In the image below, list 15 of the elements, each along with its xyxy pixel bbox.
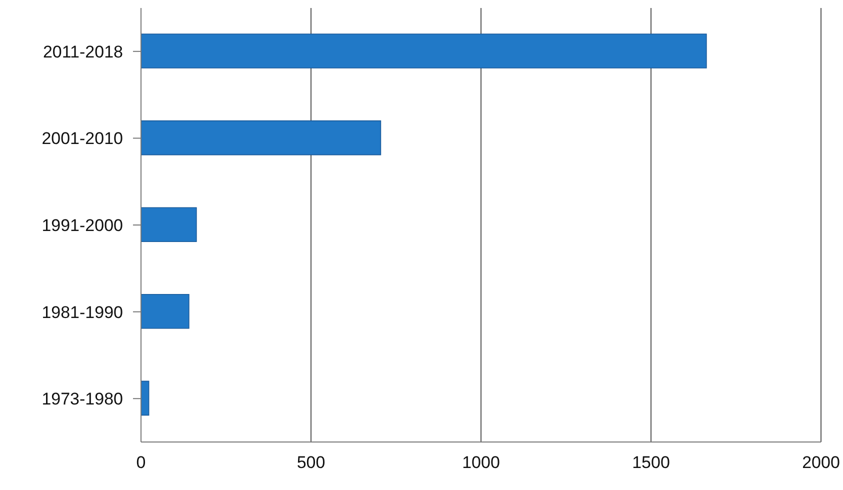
bar: [141, 34, 707, 68]
y-tick-label: 2011-2018: [42, 42, 123, 62]
y-tick-label: 1973-1980: [42, 390, 123, 409]
x-tick-label: 0: [136, 453, 146, 472]
x-tick-label: 500: [296, 453, 326, 472]
bar: [141, 294, 190, 329]
x-tick-label: 1000: [462, 453, 500, 472]
y-tick-label: 2001-2010: [42, 129, 123, 148]
x-tick-label: 1500: [632, 453, 670, 472]
bar: [141, 207, 197, 242]
y-tick-label: 1991-2000: [42, 216, 123, 236]
bar: [141, 120, 382, 156]
bar: [141, 380, 150, 416]
y-tick-label: 1981-1990: [42, 302, 123, 322]
x-tick-label: 2000: [802, 453, 840, 472]
